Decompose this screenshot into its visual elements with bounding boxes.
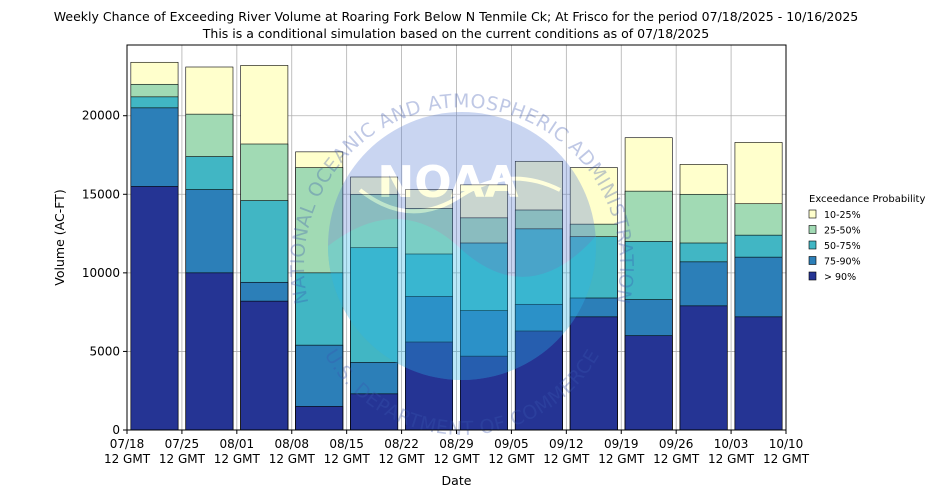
bar-segment — [624, 335, 673, 431]
x-tick-label-time: 12 GMT — [543, 452, 590, 466]
x-tick-label-date: 08/22 — [384, 437, 419, 451]
y-tick-label: 5000 — [89, 344, 120, 358]
x-tick-label-date: 09/26 — [659, 437, 694, 451]
x-tick-label-time: 12 GMT — [763, 452, 810, 466]
bar-segment — [295, 406, 344, 431]
bar-segment — [405, 341, 453, 431]
x-tick-label-date: 10/03 — [714, 437, 749, 451]
x-tick-label-date: 08/29 — [439, 437, 474, 451]
legend-swatch — [808, 225, 817, 234]
y-tick-label: 15000 — [82, 187, 120, 201]
legend-title: Exceedance Probability — [809, 194, 925, 205]
x-tick-label-time: 12 GMT — [324, 452, 371, 466]
x-tick-label-time: 12 GMT — [159, 452, 206, 466]
noaa-logo-disc — [328, 112, 596, 380]
x-tick-label-time: 12 GMT — [269, 452, 316, 466]
x-tick-label-time: 12 GMT — [379, 452, 426, 466]
x-tick-label-date: 07/25 — [165, 437, 200, 451]
legend-entry-label: 50-75% — [824, 241, 861, 252]
x-axis-label: Date — [442, 473, 472, 488]
x-tick-label-date: 09/19 — [604, 437, 639, 451]
noaa-logo-bird — [358, 176, 561, 214]
y-axis: 0 5000 10000 15000 20000 — [82, 109, 127, 437]
bar-segment — [679, 305, 728, 431]
x-tick-label-time: 12 GMT — [598, 452, 645, 466]
bar-segment — [734, 316, 783, 431]
legend-swatch — [808, 256, 817, 265]
legend-swatch — [808, 209, 817, 219]
y-axis-label: Volume (AC-FT) — [52, 189, 67, 285]
chart-title-group: Weekly Chance of Exceeding River Volume … — [54, 9, 859, 41]
x-tick-label-time: 12 GMT — [104, 452, 151, 466]
x-tick-label-date: 08/15 — [329, 437, 364, 451]
legend-swatch — [808, 271, 817, 281]
chart-title: Weekly Chance of Exceeding River Volume … — [54, 9, 859, 24]
x-tick-label-time: 12 GMT — [488, 452, 535, 466]
legend-swatch — [808, 240, 817, 250]
bar-segment — [240, 300, 289, 431]
x-tick-label-time: 12 GMT — [653, 452, 700, 466]
bar-segment — [185, 272, 234, 431]
y-tick-label: 10000 — [82, 266, 120, 280]
x-tick-label-date: 07/18 — [110, 437, 145, 451]
y-tick-label: 20000 — [82, 109, 120, 123]
bar-segment — [350, 393, 399, 431]
x-tick-label-time: 12 GMT — [433, 452, 480, 466]
bar-segment — [569, 316, 618, 431]
legend-entry-label: 10-25% — [824, 210, 861, 221]
y-tick-label: 0 — [112, 423, 120, 437]
legend-entry-label: > 90% — [824, 272, 856, 283]
x-tick-label-date: 08/08 — [274, 437, 309, 451]
x-tick-label-date: 10/10 — [769, 437, 804, 451]
legend: Exceedance Probability 10-25% 25-50% 50-75… — [808, 194, 925, 283]
noaa-logo-wave — [328, 218, 596, 380]
x-tick-label-date: 09/12 — [549, 437, 584, 451]
x-tick-label-date: 09/05 — [494, 437, 529, 451]
x-tick-label-date: 08/01 — [220, 437, 255, 451]
legend-entry-label: 25-50% — [824, 226, 861, 237]
x-tick-label-time: 12 GMT — [214, 452, 261, 466]
x-tick-label-time: 12 GMT — [708, 452, 755, 466]
chart-subtitle: This is a conditional simulation based o… — [202, 26, 709, 41]
noaa-logo-letters: NOAA — [377, 157, 518, 208]
legend-entry-label: 75-90% — [824, 257, 861, 268]
bar-segment — [130, 186, 179, 431]
